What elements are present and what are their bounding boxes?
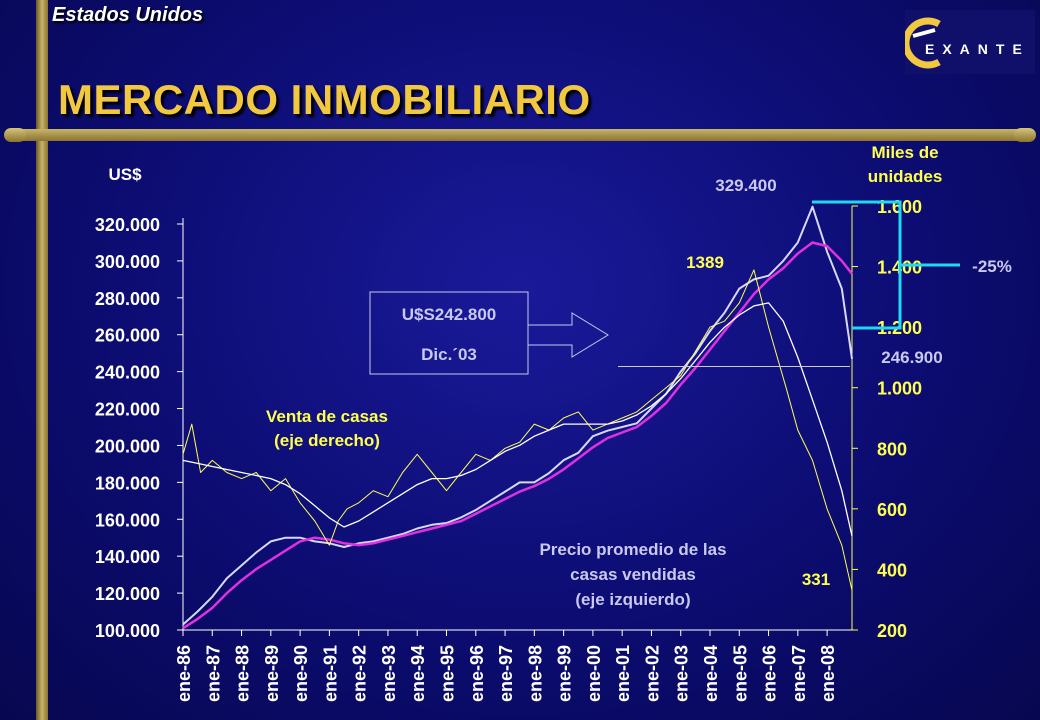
x-tick-label: ene-01 <box>613 645 633 702</box>
exante-logo: EXANTE <box>902 10 1035 74</box>
x-tick-label: ene-05 <box>730 645 750 702</box>
decline-bracket <box>812 200 960 330</box>
series-line-3 <box>182 302 853 537</box>
left-tick-label: 280.000 <box>95 289 160 309</box>
right-axis-label-line1: Miles de <box>871 143 938 162</box>
gold-horizontal-bar <box>14 129 1026 141</box>
callout-arrow-icon <box>527 312 609 358</box>
x-tick-label: ene-91 <box>320 645 340 702</box>
x-tick-label: ene-90 <box>291 645 311 702</box>
left-tick-label: 140.000 <box>95 547 160 567</box>
x-axis: ene-86 ene-87 ene-88 ene-89 ene-90 ene-91 ene-… <box>174 629 852 702</box>
last-sales-label: 331 <box>802 570 830 589</box>
x-tick-label: ene-88 <box>233 645 253 702</box>
price-label-line3: (eje izquierdo) <box>575 590 690 609</box>
x-tick-label: ene-98 <box>525 645 545 702</box>
x-tick-label: ene-86 <box>174 645 194 702</box>
right-tick-label: 800 <box>877 439 907 459</box>
logo-text: EXANTE <box>925 41 1030 57</box>
peak-price-label: 329.400 <box>715 176 776 195</box>
x-tick-label: ene-95 <box>438 645 458 702</box>
series-line-2 <box>182 269 853 591</box>
left-tick-label: 100.000 <box>95 621 160 641</box>
x-tick-label: ene-07 <box>789 645 809 702</box>
callout-date: Dic.´03 <box>421 345 477 364</box>
x-tick-label: ene-96 <box>467 645 487 702</box>
price-label-line2: casas vendidas <box>570 565 696 584</box>
right-tick-label: 1.000 <box>877 379 922 399</box>
exante-logo-icon: EXANTE <box>902 17 1030 69</box>
sales-label-line2: (eje derecho) <box>274 431 380 450</box>
left-tick-label: 160.000 <box>95 510 160 530</box>
series-line-1 <box>182 241 853 630</box>
x-tick-label: ene-08 <box>818 645 838 702</box>
left-tick-label: 180.000 <box>95 473 160 493</box>
left-axis: 100.000 120.000 140.000 160.000 180.000 200.0… <box>95 215 184 641</box>
left-axis-label: US$ <box>108 165 142 184</box>
x-tick-label: ene-03 <box>672 645 692 702</box>
gold-vertical-bar <box>36 0 48 720</box>
right-axis-label-line2: unidades <box>868 167 943 186</box>
x-tick-label: ene-87 <box>203 645 223 702</box>
x-tick-label: ene-99 <box>555 645 575 702</box>
right-tick-label: 600 <box>877 500 907 520</box>
callout-price: U$S242.800 <box>402 305 497 324</box>
left-tick-label: 240.000 <box>95 363 160 383</box>
right-tick-label: 400 <box>877 560 907 580</box>
x-tick-label: ene-93 <box>379 645 399 702</box>
x-tick-label: ene-94 <box>408 645 428 702</box>
x-tick-label: ene-97 <box>496 645 516 702</box>
series-layer <box>182 205 853 630</box>
left-tick-label: 320.000 <box>95 215 160 235</box>
x-tick-label: ene-06 <box>760 645 780 702</box>
series-line-0 <box>182 205 853 626</box>
left-tick-label: 300.000 <box>95 252 160 272</box>
sales-label-line1: Venta de casas <box>266 407 388 426</box>
left-tick-label: 220.000 <box>95 400 160 420</box>
decline-label: -25% <box>972 257 1012 276</box>
x-tick-label: ene-00 <box>584 645 604 702</box>
x-tick-label: ene-02 <box>642 645 662 702</box>
x-tick-label: ene-89 <box>262 645 282 702</box>
last-price-label: 246.900 <box>881 348 942 367</box>
x-tick-label: ene-92 <box>350 645 370 702</box>
gold-bar-knob-right <box>1014 128 1036 142</box>
price-label-line1: Precio promedio de las <box>539 540 726 559</box>
gold-bar-knob-left <box>4 128 26 142</box>
country-label: Estados Unidos <box>52 4 204 26</box>
left-tick-label: 260.000 <box>95 326 160 346</box>
right-tick-label: 200 <box>877 621 907 641</box>
left-tick-label: 120.000 <box>95 584 160 604</box>
left-tick-label: 200.000 <box>95 436 160 456</box>
page-title: MERCADO INMOBILIARIO <box>58 76 591 123</box>
x-tick-label: ene-04 <box>701 645 721 702</box>
peak-sales-label: 1389 <box>686 253 724 272</box>
